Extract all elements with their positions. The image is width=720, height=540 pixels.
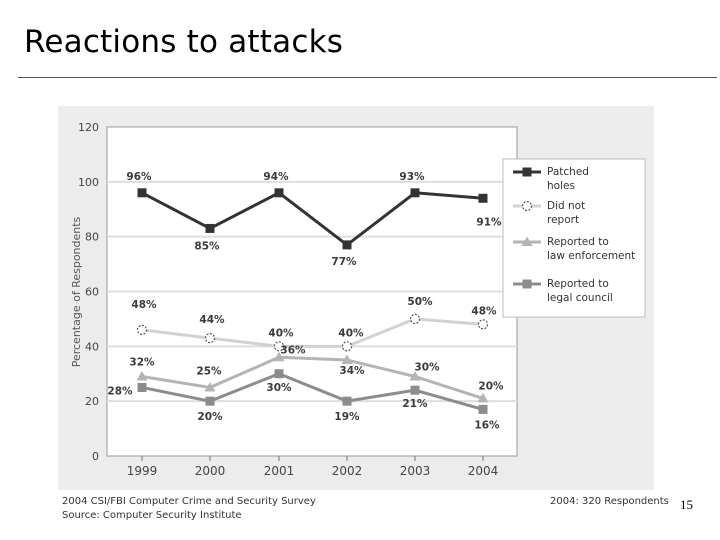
legend-label: Reported to (547, 278, 609, 290)
legend-label: law enforcement (547, 250, 635, 262)
legend-label: Did not (547, 200, 585, 212)
data-label: 91% (476, 216, 502, 228)
y-tick-label: 40 (85, 340, 99, 353)
data-label: 20% (197, 411, 223, 423)
data-label: 28% (107, 385, 133, 397)
page-number: 15 (680, 497, 693, 512)
y-tick-label: 0 (92, 450, 99, 463)
y-tick-label: 80 (85, 231, 99, 244)
data-point (273, 341, 285, 352)
data-point (136, 370, 148, 381)
data-point (137, 188, 147, 198)
source-line-2: Source: Computer Security Institute (62, 510, 242, 521)
data-point (410, 188, 420, 198)
data-point (477, 319, 489, 330)
data-point (342, 396, 352, 406)
data-point (477, 392, 489, 403)
x-tick-label: 2002 (332, 464, 363, 478)
legend-label: Patched (547, 166, 589, 178)
data-point (273, 351, 285, 362)
data-label: 85% (194, 240, 220, 252)
data-point (274, 188, 284, 198)
data-point (274, 369, 284, 379)
x-tick-label: 2000 (195, 464, 226, 478)
data-point (205, 223, 215, 233)
data-label: 44% (199, 314, 225, 326)
data-label: 96% (126, 171, 152, 183)
title-divider (18, 77, 717, 78)
legend-box (502, 158, 646, 318)
respondents-note: 2004: 320 Respondents (550, 496, 669, 507)
y-tick-label: 60 (85, 286, 99, 299)
data-point (342, 240, 352, 250)
y-tick-label: 120 (78, 121, 99, 134)
legend-marker (522, 279, 532, 289)
data-label: 30% (414, 361, 440, 373)
legend-marker (521, 200, 533, 212)
legend-label: holes (547, 180, 575, 192)
series-line (141, 317, 484, 348)
data-point (478, 193, 488, 203)
series-line (141, 355, 484, 400)
data-point (205, 396, 215, 406)
data-label: 48% (131, 299, 157, 311)
x-tick-label: 2001 (264, 464, 295, 478)
data-point (204, 381, 216, 392)
data-point (204, 333, 216, 344)
data-label: 34% (339, 365, 365, 377)
legend-marker (521, 236, 533, 246)
legend-label: legal council (547, 292, 613, 304)
data-label: 25% (196, 365, 222, 377)
x-tick-label: 2004 (468, 464, 499, 478)
data-label: 21% (402, 398, 428, 410)
data-label: 19% (334, 411, 360, 423)
data-label: 77% (331, 256, 357, 268)
legend-label: Reported to (547, 236, 609, 248)
data-label: 50% (407, 296, 433, 308)
data-label: 48% (471, 305, 497, 317)
source-line-1: 2004 CSI/FBI Computer Crime and Security… (62, 496, 316, 507)
data-point (137, 382, 147, 392)
x-tick-label: 2003 (400, 464, 431, 478)
data-point (410, 385, 420, 395)
slide-title: Reactions to attacks (24, 24, 344, 60)
legend-marker (522, 167, 532, 177)
series-line (141, 372, 484, 411)
data-label: 20% (478, 380, 504, 392)
data-point (341, 354, 353, 365)
data-label: 93% (399, 171, 425, 183)
data-point (136, 324, 148, 335)
data-label: 32% (129, 356, 155, 368)
legend: Patched holes Did not report Reported to law … (502, 158, 646, 318)
data-label: 36% (280, 344, 306, 356)
legend-label: report (547, 214, 579, 226)
data-label: 94% (263, 171, 289, 183)
data-label: 30% (266, 382, 292, 394)
data-label: 40% (268, 327, 294, 339)
data-label: 40% (338, 327, 364, 339)
data-point (478, 404, 488, 414)
y-axis-label: Percentage of Respondents (70, 216, 83, 367)
data-point (409, 370, 421, 381)
data-point (409, 313, 421, 325)
x-tick-label: 1999 (127, 464, 158, 478)
data-point (341, 341, 353, 352)
y-tick-label: 20 (85, 395, 99, 408)
series-line (141, 191, 484, 247)
y-tick-label: 100 (78, 176, 99, 189)
data-label: 16% (474, 419, 500, 431)
